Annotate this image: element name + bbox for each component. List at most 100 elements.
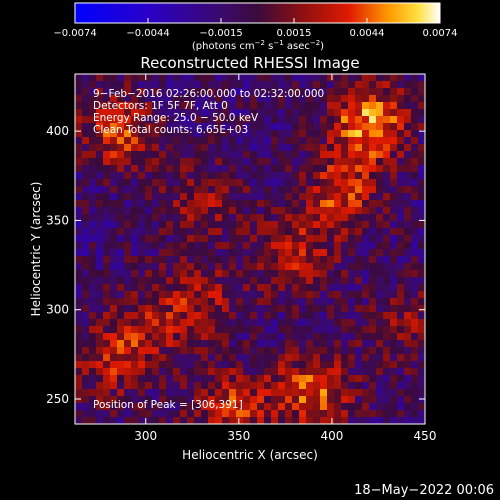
heatmap-cell <box>369 165 377 173</box>
heatmap-cell <box>292 291 300 299</box>
heatmap-cell <box>376 319 384 327</box>
heatmap-cell <box>103 263 111 271</box>
heatmap-cell <box>355 158 363 166</box>
heatmap-cell <box>355 235 363 243</box>
heatmap-cell <box>236 172 244 180</box>
heatmap-cell <box>187 417 195 424</box>
heatmap-cell <box>215 270 223 278</box>
heatmap-cell <box>418 256 425 264</box>
heatmap-cell <box>285 158 293 166</box>
heatmap-cell <box>173 403 181 411</box>
heatmap-cell <box>159 165 167 173</box>
heatmap-cell <box>89 242 97 250</box>
heatmap-cell <box>152 102 160 110</box>
heatmap-cell <box>110 200 118 208</box>
heatmap-cell <box>89 410 97 418</box>
heatmap-cell <box>369 375 377 383</box>
heatmap-cell <box>236 263 244 271</box>
heatmap-cell <box>327 214 335 222</box>
heatmap-cell <box>334 417 342 424</box>
heatmap-cell <box>390 116 398 124</box>
heatmap-cell <box>187 116 195 124</box>
heatmap-cell <box>187 291 195 299</box>
heatmap-cell <box>180 298 188 306</box>
heatmap-cell <box>418 375 425 383</box>
heatmap-cell <box>138 200 146 208</box>
heatmap-cell <box>341 284 349 292</box>
heatmap-cell <box>222 256 230 264</box>
heatmap-cell <box>292 277 300 285</box>
heatmap-cell <box>229 102 237 110</box>
heatmap-cell <box>313 214 321 222</box>
heatmap-cell <box>355 340 363 348</box>
heatmap-cell <box>96 333 104 341</box>
heatmap-cell <box>131 389 139 397</box>
heatmap-cell <box>327 109 335 117</box>
heatmap-cell <box>82 151 90 159</box>
heatmap-cell <box>145 88 153 96</box>
heatmap-cell <box>110 263 118 271</box>
heatmap-cell <box>320 333 328 341</box>
heatmap-cell <box>404 235 412 243</box>
heatmap-cell <box>397 123 405 131</box>
heatmap-cell <box>369 340 377 348</box>
heatmap-cell <box>229 109 237 117</box>
heatmap-cell <box>194 214 202 222</box>
heatmap-cell <box>215 312 223 320</box>
heatmap-cell <box>257 207 265 215</box>
heatmap-cell <box>397 277 405 285</box>
heatmap-cell <box>229 270 237 278</box>
heatmap-cell <box>96 207 104 215</box>
heatmap-cell <box>89 284 97 292</box>
heatmap-cell <box>278 298 286 306</box>
heatmap-cell <box>250 249 258 257</box>
heatmap-cell <box>215 326 223 334</box>
heatmap-cell <box>215 354 223 362</box>
heatmap-cell <box>278 333 286 341</box>
heatmap-cell <box>215 319 223 327</box>
heatmap-cell <box>271 102 279 110</box>
heatmap-cell <box>285 347 293 355</box>
heatmap-cell <box>362 95 370 103</box>
heatmap-cell <box>397 193 405 201</box>
heatmap-cell <box>348 144 356 152</box>
heatmap-cell <box>75 179 83 187</box>
heatmap-cell <box>194 235 202 243</box>
heatmap-cell <box>82 256 90 264</box>
heatmap-cell <box>180 333 188 341</box>
heatmap-cell <box>362 228 370 236</box>
heatmap-cell <box>299 403 307 411</box>
heatmap-cell <box>131 305 139 313</box>
heatmap-cell <box>110 333 118 341</box>
heatmap-cell <box>110 396 118 404</box>
heatmap-cell <box>250 221 258 229</box>
heatmap-cell <box>173 200 181 208</box>
heatmap-cell <box>208 263 216 271</box>
heatmap-cell <box>362 396 370 404</box>
heatmap-cell <box>215 403 223 411</box>
heatmap-cell <box>271 200 279 208</box>
heatmap-cell <box>180 88 188 96</box>
heatmap-cell <box>152 333 160 341</box>
heatmap-cell <box>138 291 146 299</box>
heatmap-cell <box>334 326 342 334</box>
heatmap-cell <box>390 291 398 299</box>
heatmap-cell <box>285 179 293 187</box>
heatmap-cell <box>187 305 195 313</box>
heatmap-cell <box>229 81 237 89</box>
heatmap-cell <box>215 347 223 355</box>
heatmap-cell <box>145 354 153 362</box>
heatmap-cell <box>390 242 398 250</box>
heatmap-cell <box>264 263 272 271</box>
heatmap-cell <box>187 200 195 208</box>
heatmap-cell <box>320 88 328 96</box>
heatmap-cell <box>250 291 258 299</box>
heatmap-cell <box>152 95 160 103</box>
heatmap-cell <box>187 312 195 320</box>
heatmap-cell <box>166 270 174 278</box>
heatmap-cell <box>404 95 412 103</box>
heatmap-cell <box>341 403 349 411</box>
heatmap-cell <box>138 312 146 320</box>
heatmap-cell <box>299 333 307 341</box>
heatmap-cell <box>236 298 244 306</box>
